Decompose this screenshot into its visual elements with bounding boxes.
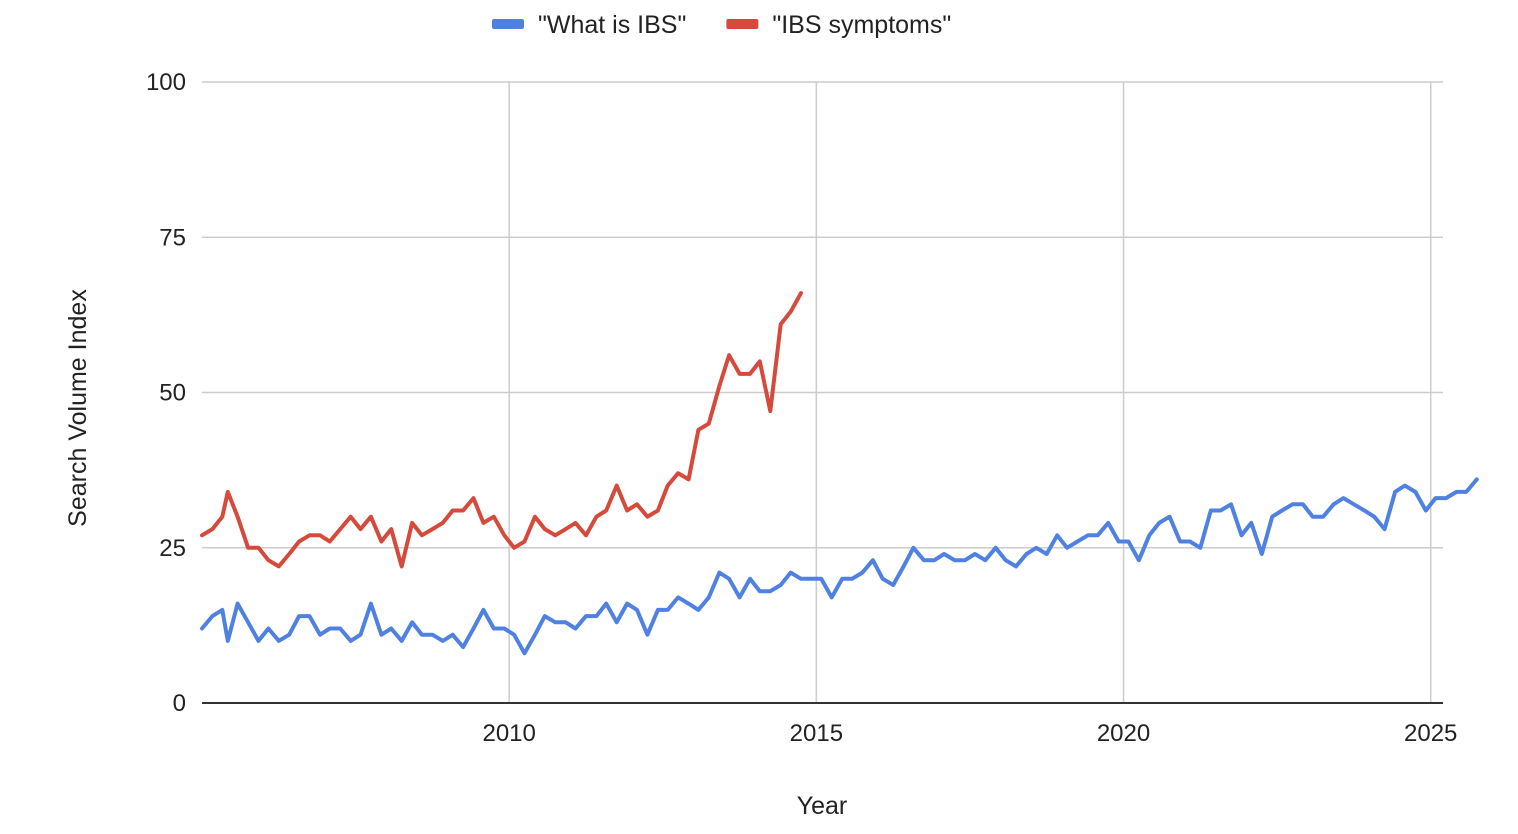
legend-label-2: "IBS symptoms" bbox=[772, 11, 951, 39]
x-tick-label: 2010 bbox=[482, 720, 535, 747]
legend-label-1: "What is IBS" bbox=[538, 11, 686, 39]
y-tick-label: 75 bbox=[159, 224, 186, 251]
y-tick-label: 100 bbox=[146, 69, 186, 96]
legend-swatch-2 bbox=[726, 19, 759, 29]
x-tick-label: 2025 bbox=[1404, 720, 1457, 747]
y-axis-title: Search Volume Index bbox=[64, 289, 92, 527]
y-tick-label: 50 bbox=[159, 380, 186, 407]
y-tick-label: 0 bbox=[173, 690, 186, 717]
y-axis-tick-labels: 0 25 50 75 100 bbox=[146, 69, 186, 717]
series-line-2 bbox=[200, 291, 803, 569]
legend-swatch-1 bbox=[492, 19, 524, 29]
series-line-1 bbox=[200, 477, 1479, 656]
legend[interactable]: "What is IBS" "IBS symptoms" bbox=[492, 11, 951, 39]
x-axis-title: Year bbox=[797, 792, 848, 820]
x-tick-label: 2020 bbox=[1097, 720, 1150, 747]
grid-lines bbox=[202, 81, 1443, 703]
y-tick-label: 25 bbox=[159, 535, 186, 562]
series-lines bbox=[200, 291, 1479, 656]
x-axis-tick-labels: 2010 2015 2020 2025 bbox=[482, 720, 1457, 747]
x-tick-label: 2015 bbox=[790, 720, 843, 747]
